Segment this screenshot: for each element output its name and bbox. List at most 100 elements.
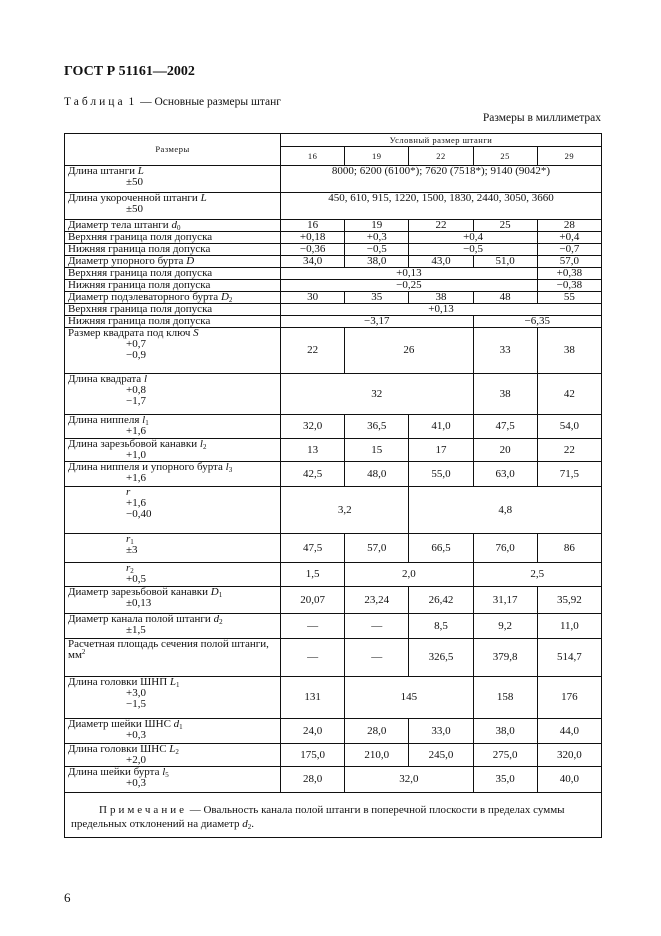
table-row: Длина головки ШНС L2 +2,0 175,0 210,0 245,0 2…	[64, 743, 603, 767]
note-label: Примечание	[99, 804, 187, 816]
value-cell: 20	[472, 438, 538, 462]
tolerance: +0,3	[126, 777, 146, 789]
row-label: Диаметр упорного бурта D	[64, 255, 281, 268]
size-header-25: 25	[472, 146, 538, 166]
row-label-text: Длина головки ШНП L1	[68, 676, 180, 689]
table-row: Диаметр зарезьбовой канавки D1 ±0,13 20,07…	[64, 586, 603, 614]
row-label-text: Диаметр тела штанги d0	[68, 219, 180, 232]
value-cell: 40,0	[536, 766, 603, 793]
value-cell: 11,0	[536, 613, 603, 639]
value-cell: 55,0	[408, 461, 474, 487]
value-cell: 86	[536, 533, 603, 563]
value-cell: +0,13	[280, 267, 538, 280]
units-note: Размеры в миллиметрах	[482, 112, 601, 124]
value-cell: −0,7	[536, 243, 603, 256]
label-variable: d	[171, 219, 177, 231]
value-cell: 245,0	[408, 743, 474, 767]
value-cell: 275,0	[472, 743, 538, 767]
value-cell: 54,0	[536, 414, 603, 439]
value-cell: 131	[279, 676, 346, 719]
table-row: Длина зарезьбовой канавки l2 +1,0 13 15 17 20…	[64, 438, 603, 462]
value-cell: 36,5	[344, 414, 410, 439]
value-cell: 38	[408, 291, 474, 304]
value-cell: 71,5	[536, 461, 603, 487]
size-header-29: 29	[536, 146, 603, 166]
value-cell: 33	[472, 327, 538, 374]
tolerance: +1,6	[126, 425, 146, 437]
value-cell: 514,7	[536, 638, 603, 677]
value-cell: 9,2	[472, 613, 538, 639]
row-label: Нижняя граница поля допуска	[64, 243, 281, 256]
value-cell: +0,4	[408, 231, 538, 244]
label-text: Длина укороченной штанги	[68, 192, 201, 204]
row-label: r2 +0,5	[64, 562, 281, 587]
column-group-header: Условный размер штанги	[280, 133, 602, 147]
label-text: Длина головки ШНП	[68, 676, 170, 688]
value-cell: 48,0	[344, 461, 410, 487]
value-cell: 26,42	[408, 586, 474, 614]
value-cell: +0,18	[279, 231, 346, 244]
label-text: Длина головки ШНС	[68, 743, 170, 755]
label-text: Диаметр шейки ШНС	[68, 718, 174, 730]
row-label-text: Диаметр подэлеваторного бурта D2	[68, 291, 233, 304]
value-cell: 28	[536, 219, 603, 232]
row-label-text: Длина штанги L	[68, 165, 144, 177]
value-cell: 2,0	[344, 562, 474, 587]
value-cell: 24,0	[279, 718, 346, 744]
label-variable: r	[126, 533, 131, 545]
value-cell: 450, 610, 915, 1220, 1500, 1830, 2440, 3…	[280, 192, 602, 220]
value-cell: 30	[279, 291, 346, 304]
value-cell: 20,07	[279, 586, 346, 614]
row-label: r1 ±3	[64, 533, 281, 563]
tolerance: ±1,5	[126, 624, 146, 636]
table-row: Длина шейки бурта l5 +0,3 28,0 32,0 35,0 40,0	[64, 766, 603, 793]
row-label-text: Верхняя граница поля допуска	[68, 231, 212, 243]
value-cell: 22	[279, 327, 346, 374]
row-label: Диаметр шейки ШНС d1 +0,3	[64, 718, 281, 744]
page-number: 6	[64, 890, 71, 905]
value-cell: 44,0	[536, 718, 603, 744]
value-cell: −0,36	[279, 243, 346, 256]
value-cell: —	[344, 613, 410, 639]
value-cell: 41,0	[408, 414, 474, 439]
value-cell: 42,5	[279, 461, 346, 487]
label-variable: l	[143, 373, 148, 385]
tolerance: +1,0	[126, 449, 146, 461]
value-cell: 57,0	[536, 255, 603, 268]
note-end: .	[251, 818, 254, 830]
value-cell: 35,0	[472, 766, 538, 793]
value-cell: 66,5	[408, 533, 474, 563]
label-subscript: 2	[228, 296, 233, 304]
row-label: Длина ниппеля l1 +1,6	[64, 414, 281, 439]
row-label: Диаметр канала полой штанги d2 ±1,5	[64, 613, 281, 639]
table-row: r +1,6 −0,40 3,2 4,8	[64, 486, 602, 534]
tolerance: +1,6	[126, 497, 146, 509]
value-cell: +0,13	[280, 303, 602, 316]
value-cell: 16	[279, 219, 346, 232]
value-cell: +0,4	[536, 231, 603, 244]
label-variable: L	[137, 165, 144, 177]
row-label: Длина штанги L ±50	[64, 165, 281, 193]
row-label: Диаметр тела штанги d0	[64, 219, 281, 232]
row-label-text: Длина ниппеля и упорного бурта l3	[68, 461, 233, 474]
value-cell: 175,0	[279, 743, 346, 767]
label-subscript: 3	[228, 466, 233, 474]
label-subscript: 1	[145, 419, 149, 427]
value-cell: 8000; 6200 (6100*); 7620 (7518*); 9140 (…	[280, 165, 602, 193]
label-text: Длина ниппеля и упорного бурта	[68, 461, 226, 473]
tolerance: −0,9	[126, 349, 146, 361]
label-variable: D	[220, 291, 229, 303]
label-variable: d	[213, 613, 220, 625]
tolerance: +0,5	[126, 573, 146, 585]
row-label-text: Длина шейки бурта l5	[68, 766, 169, 779]
note-text: — Овальность канала полой штанги в попер…	[71, 804, 565, 830]
value-cell: 3,2	[279, 486, 410, 534]
table-row: Длина ниппеля l1 +1,6 32,0 36,5 41,0 47,5 54,0	[64, 414, 603, 439]
row-label-text: Длина головки ШНС L2	[68, 743, 179, 756]
value-cell: 38	[472, 373, 538, 415]
value-cell: 35	[344, 291, 410, 304]
value-cell: +0,38	[536, 267, 603, 280]
row-label-text: r2	[68, 562, 134, 575]
row-label: Диаметр зарезьбовой канавки D1 ±0,13	[64, 586, 281, 614]
value-cell: 210,0	[344, 743, 410, 767]
